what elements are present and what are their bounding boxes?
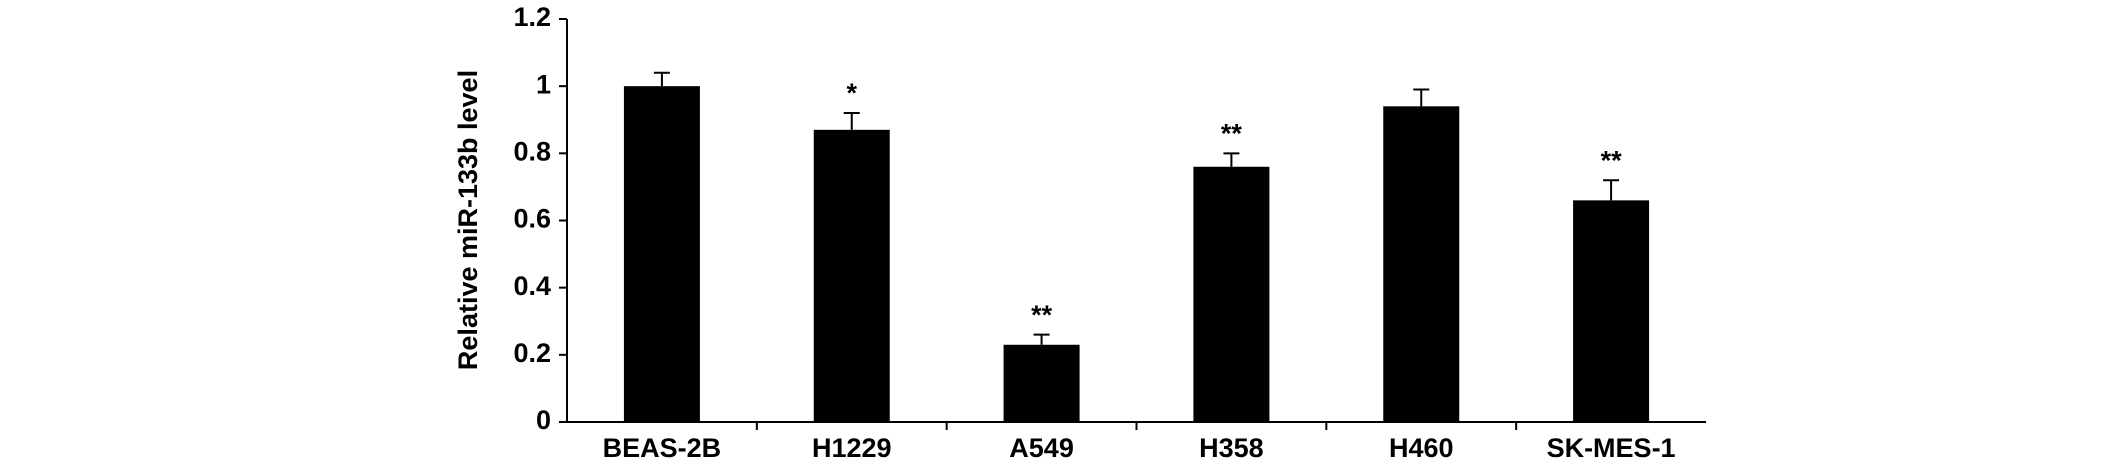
y-tick-label: 0.8 <box>513 136 551 166</box>
y-tick-label: 1.2 <box>513 2 551 32</box>
y-axis-label: Relative miR-133b level <box>453 70 483 370</box>
y-tick-label: 0 <box>536 405 551 435</box>
y-tick-label: 1 <box>536 69 551 99</box>
significance-label: * <box>846 78 857 108</box>
x-tick-label: BEAS-2B <box>603 433 722 463</box>
x-tick-label: H1229 <box>812 433 892 463</box>
y-tick-label: 0.4 <box>513 271 551 301</box>
bar <box>1193 166 1270 422</box>
bar <box>623 86 700 423</box>
significance-label: ** <box>1601 145 1623 175</box>
bar <box>1003 344 1080 422</box>
x-tick-label: A549 <box>1009 433 1074 463</box>
significance-label: ** <box>1221 118 1243 148</box>
y-tick-label: 0.6 <box>513 204 551 234</box>
x-tick-label: SK-MES-1 <box>1547 433 1676 463</box>
bar <box>1573 200 1650 422</box>
y-tick-label: 0.2 <box>513 338 551 368</box>
x-tick-label: H460 <box>1389 433 1454 463</box>
bar <box>1383 106 1460 423</box>
bar <box>813 129 890 422</box>
x-tick-label: H358 <box>1199 433 1264 463</box>
significance-label: ** <box>1031 300 1053 330</box>
